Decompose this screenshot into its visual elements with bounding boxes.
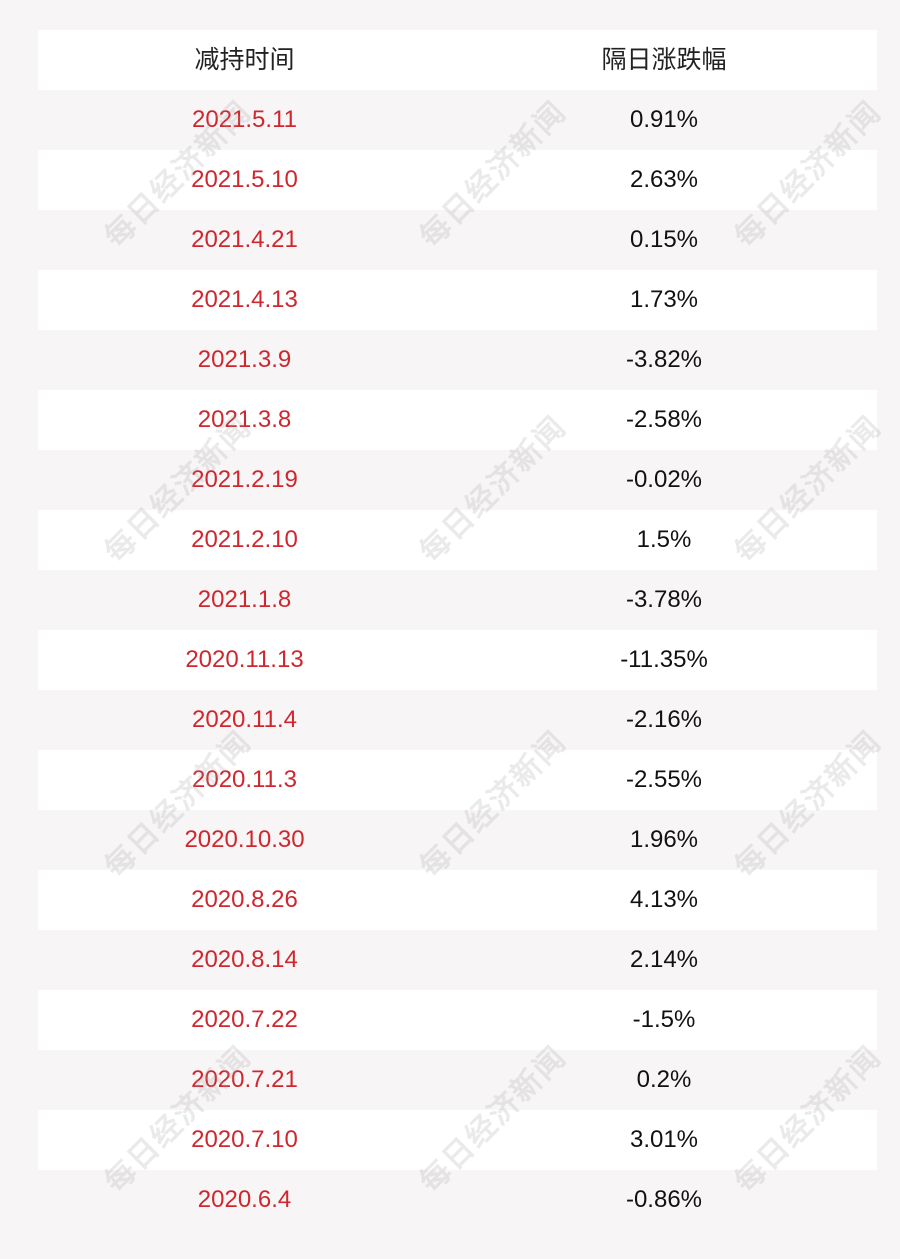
- date-cell: 2021.3.8: [197, 406, 292, 433]
- date-cell: 2021.2.10: [191, 526, 298, 553]
- table-row: 2021.5.10 2.63%: [38, 150, 877, 210]
- change-cell: 4.13%: [629, 886, 699, 913]
- date-cell: 2021.4.13: [191, 286, 298, 313]
- change-cell: -2.58%: [625, 406, 703, 433]
- table-row: 2021.2.19 -0.02%: [38, 450, 877, 510]
- table-row: 2020.7.22 -1.5%: [38, 990, 877, 1050]
- change-cell: -0.86%: [625, 1186, 703, 1213]
- date-cell: 2020.7.21: [191, 1066, 298, 1093]
- change-cell: 2.63%: [629, 166, 699, 193]
- change-cell: 1.5%: [636, 526, 692, 553]
- date-cell: 2021.4.21: [191, 226, 298, 253]
- date-cell: 2020.8.14: [191, 946, 298, 973]
- change-cell: 0.15%: [629, 226, 699, 253]
- table-row: 2021.5.11 0.91%: [38, 90, 877, 150]
- header-date: 减持时间: [194, 46, 295, 74]
- table-row: 2021.1.8 -3.78%: [38, 570, 877, 630]
- table-row: 2020.7.21 0.2%: [38, 1050, 877, 1110]
- table-row: 2020.8.14 2.14%: [38, 930, 877, 990]
- date-cell: 2021.2.19: [191, 466, 298, 493]
- table-row: 2020.8.26 4.13%: [38, 870, 877, 930]
- change-cell: 3.01%: [629, 1126, 699, 1153]
- data-table: 减持时间 隔日涨跌幅 2021.5.11 0.91% 2021.5.10 2.63% 2…: [38, 30, 877, 1230]
- date-cell: 2020.7.22: [191, 1006, 298, 1033]
- date-cell: 2020.10.30: [184, 826, 305, 853]
- table-row: 2020.11.3 -2.55%: [38, 750, 877, 810]
- change-cell: 0.91%: [629, 106, 699, 133]
- date-cell: 2020.11.13: [185, 646, 304, 673]
- change-cell: 1.73%: [629, 286, 699, 313]
- table-row: 2021.4.21 0.15%: [38, 210, 877, 270]
- table-row: 2020.6.4 -0.86%: [38, 1170, 877, 1230]
- change-cell: 0.2%: [636, 1066, 692, 1093]
- table-body: 2021.5.11 0.91% 2021.5.10 2.63% 2021.4.21 0.1…: [38, 90, 877, 1230]
- date-cell: 2020.11.3: [192, 766, 297, 793]
- table-row: 2020.7.10 3.01%: [38, 1110, 877, 1170]
- table-row: 2021.3.8 -2.58%: [38, 390, 877, 450]
- change-cell: -1.5%: [632, 1006, 696, 1033]
- date-cell: 2020.6.4: [197, 1186, 292, 1213]
- change-cell: -3.78%: [625, 586, 703, 613]
- change-cell: 1.96%: [629, 826, 699, 853]
- change-cell: 2.14%: [629, 946, 699, 973]
- table-row: 2020.11.13 -11.35%: [38, 630, 877, 690]
- table-row: 2021.4.13 1.73%: [38, 270, 877, 330]
- table-header-row: 减持时间 隔日涨跌幅: [38, 30, 877, 90]
- table-row: 2021.2.10 1.5%: [38, 510, 877, 570]
- date-cell: 2020.8.26: [191, 886, 298, 913]
- date-cell: 2020.11.4: [192, 706, 297, 733]
- date-cell: 2021.3.9: [197, 346, 292, 373]
- change-cell: -3.82%: [625, 346, 703, 373]
- table-row: 2020.11.4 -2.16%: [38, 690, 877, 750]
- header-change: 隔日涨跌幅: [601, 46, 727, 74]
- change-cell: -2.55%: [625, 766, 703, 793]
- table-row: 2020.10.30 1.96%: [38, 810, 877, 870]
- date-cell: 2021.5.11: [192, 106, 297, 133]
- table-row: 2021.3.9 -3.82%: [38, 330, 877, 390]
- date-cell: 2020.7.10: [191, 1126, 298, 1153]
- date-cell: 2021.1.8: [197, 586, 292, 613]
- date-cell: 2021.5.10: [191, 166, 298, 193]
- change-cell: -2.16%: [625, 706, 703, 733]
- change-cell: -11.35%: [620, 646, 708, 673]
- change-cell: -0.02%: [625, 466, 703, 493]
